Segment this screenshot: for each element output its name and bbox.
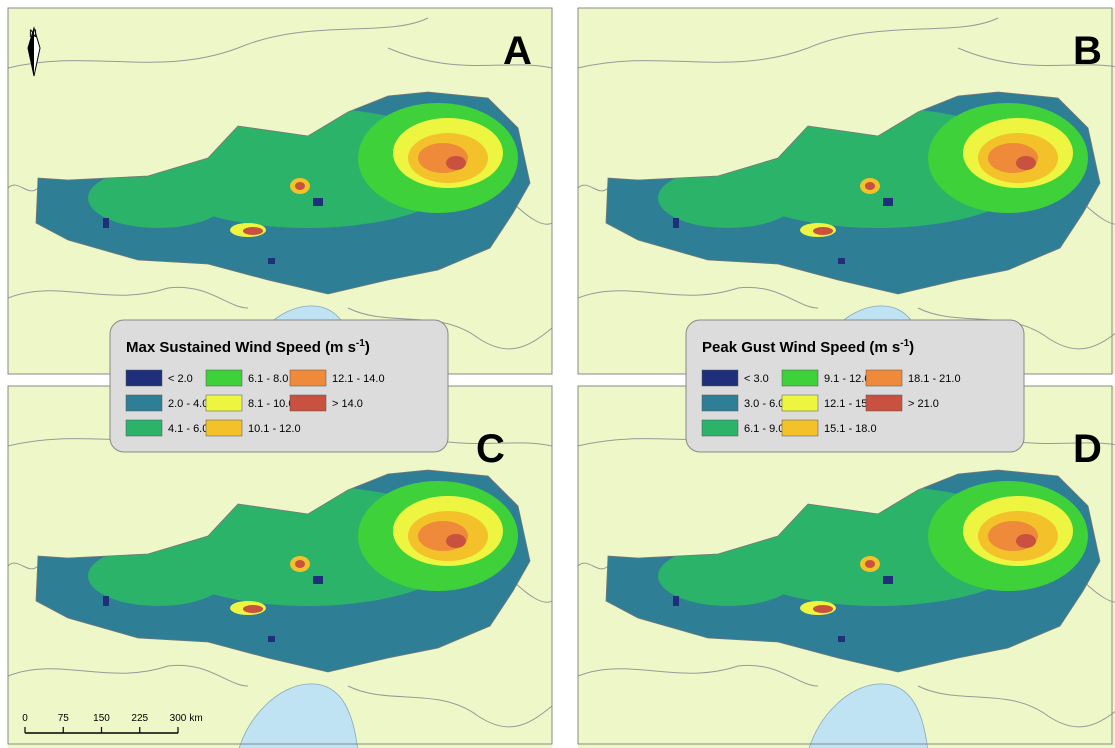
legend-swatch [782,395,818,411]
legend-label: < 2.0 [168,373,193,385]
legend-swatch [206,395,242,411]
scale-label: 150 [93,713,110,724]
scale-label: 225 [131,713,148,724]
legend-swatch [782,420,818,436]
scale-unit: km [189,713,202,724]
legend-label: 3.0 - 6.0 [744,398,784,410]
legend-title-end: ) [909,339,914,356]
panel-letter: B [1073,29,1102,73]
legend-title: Peak Gust Wind Speed (m s-1) [702,338,914,356]
legend: Peak Gust Wind Speed (m s-1) < 3.0 3.0 - 6… [686,320,1024,452]
legend-title: Max Sustained Wind Speed (m s-1) [126,338,370,356]
legend-swatch [126,370,162,386]
legend-swatch [290,370,326,386]
legend-swatch [702,370,738,386]
legend-label: 8.1 - 10.0 [248,398,294,410]
figure: N A B C D 0 75 150 225 300km Max Sustained W… [0,0,1115,748]
legend-swatch [782,370,818,386]
legend-swatch [866,395,902,411]
panel-letter: C [476,427,505,471]
scale-label: 300 [170,713,187,724]
legend-swatch [866,370,902,386]
legend-label: 6.1 - 9.0 [744,423,784,435]
legend-label: > 14.0 [332,398,363,410]
legend-label: 10.1 - 12.0 [248,423,301,435]
legend-label: 9.1 - 12.0 [824,373,870,385]
panel-letter: A [503,29,532,73]
legend-label: 12.1 - 14.0 [332,373,385,385]
legend-title-text: Max Sustained Wind Speed (m s [126,339,356,356]
legend-title-end: ) [365,339,370,356]
panel-a: N A [8,8,552,374]
legend-label: 6.1 - 8.0 [248,373,288,385]
legend-label: 2.0 - 4.0 [168,398,208,410]
legend-swatch [126,420,162,436]
legend: Max Sustained Wind Speed (m s-1) < 2.0 2.0… [110,320,448,452]
legend-label: 4.1 - 6.0 [168,423,208,435]
legend-title-text: Peak Gust Wind Speed (m s [702,339,900,356]
panel-letter: D [1073,427,1102,471]
scale-label: 75 [58,713,70,724]
legend-label: 15.1 - 18.0 [824,423,877,435]
legend-swatch [206,420,242,436]
legend-swatch [206,370,242,386]
legend-swatch [702,395,738,411]
legend-label: > 21.0 [908,398,939,410]
legend-swatch [702,420,738,436]
scale-label: 0 [22,713,28,724]
legend-label: 18.1 - 21.0 [908,373,961,385]
legend-swatch [290,395,326,411]
legend-swatch [126,395,162,411]
north-label: N [29,28,37,40]
legend-label: < 3.0 [744,373,769,385]
panel-b: B [578,8,1115,374]
